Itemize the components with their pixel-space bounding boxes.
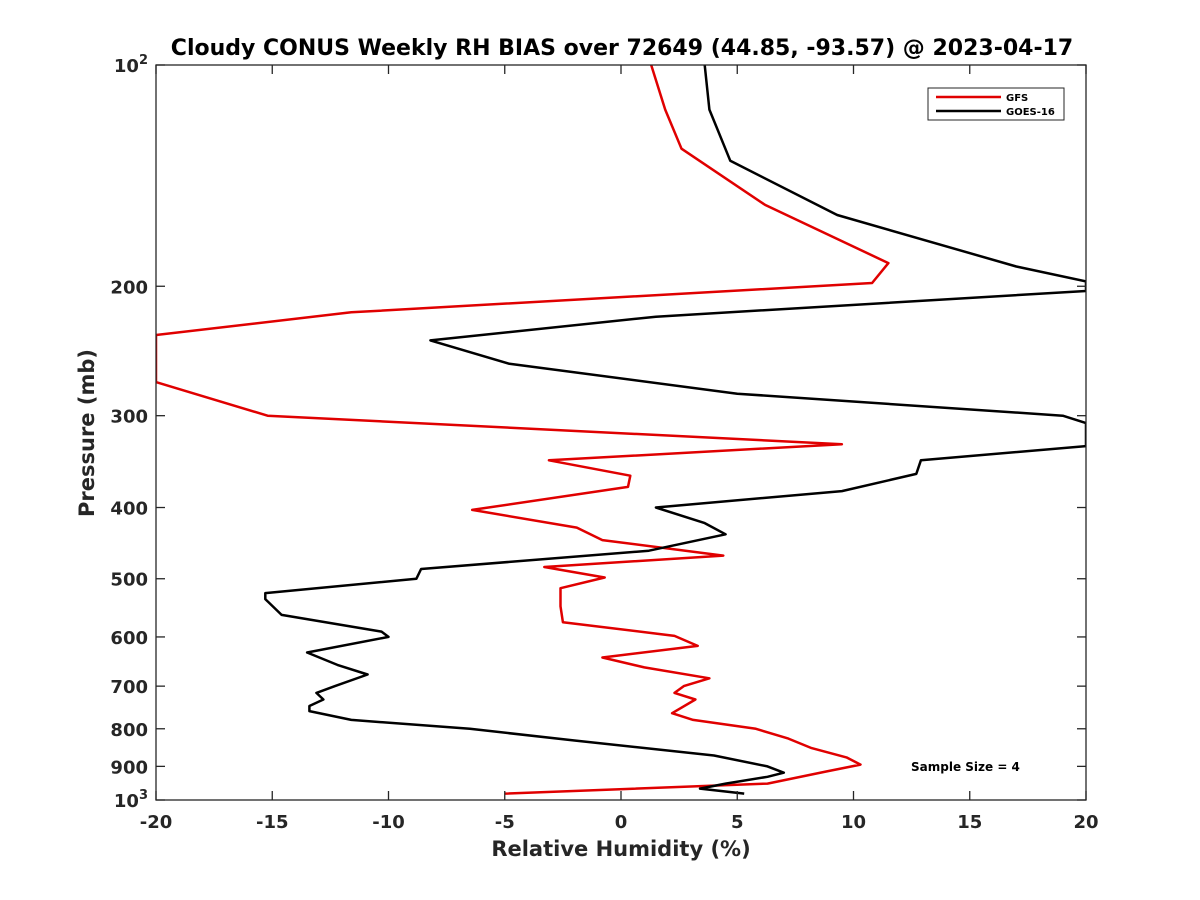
y-tick-label: 700 [110, 677, 148, 698]
y-tick-label: 600 [110, 628, 148, 649]
series-line-gfs [156, 65, 890, 795]
x-tick-label: 15 [957, 812, 982, 833]
y-tick-label: 300 [110, 407, 148, 428]
legend-label-goes16: GOES-16 [1006, 107, 1055, 118]
y-tick-label: 102 [114, 53, 148, 77]
legend-label-gfs: GFS [1006, 93, 1028, 104]
legend: GFS GOES-16 [927, 87, 1065, 121]
x-axis: -20 -15 -10 -5 0 5 10 15 20 [140, 65, 1099, 833]
y-tick-label: 103 [114, 788, 148, 812]
legend-box [927, 87, 1065, 121]
x-tick-label: -5 [495, 812, 515, 833]
series-line-goes16 [264, 65, 1086, 795]
y-tick-label: 400 [110, 499, 148, 520]
y-tick-label: 800 [110, 720, 148, 741]
y-axis-label: Pressure (mb) [75, 349, 99, 517]
x-tick-label: -10 [372, 812, 405, 833]
y-tick-label: 500 [110, 570, 148, 591]
y-tick-label: 900 [110, 757, 148, 778]
x-tick-label: -15 [256, 812, 289, 833]
y-axis: 102 200 300 400 500 600 700 800 900 103 [110, 53, 1086, 812]
x-tick-label: 5 [731, 812, 744, 833]
chart-title: Cloudy CONUS Weekly RH BIAS over 72649 (… [171, 36, 1073, 61]
x-axis-label: Relative Humidity (%) [491, 837, 750, 861]
x-tick-label: -20 [140, 812, 173, 833]
y-tick-label: 200 [110, 277, 148, 298]
x-tick-label: 20 [1073, 812, 1098, 833]
x-tick-label: 0 [615, 812, 628, 833]
plot-area [156, 65, 1086, 795]
x-tick-label: 10 [841, 812, 866, 833]
sample-size-note: Sample Size = 4 [911, 760, 1020, 774]
